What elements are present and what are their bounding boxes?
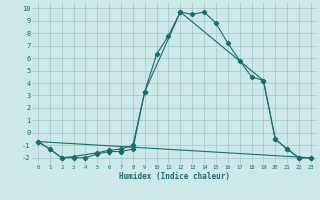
- X-axis label: Humidex (Indice chaleur): Humidex (Indice chaleur): [119, 172, 230, 181]
